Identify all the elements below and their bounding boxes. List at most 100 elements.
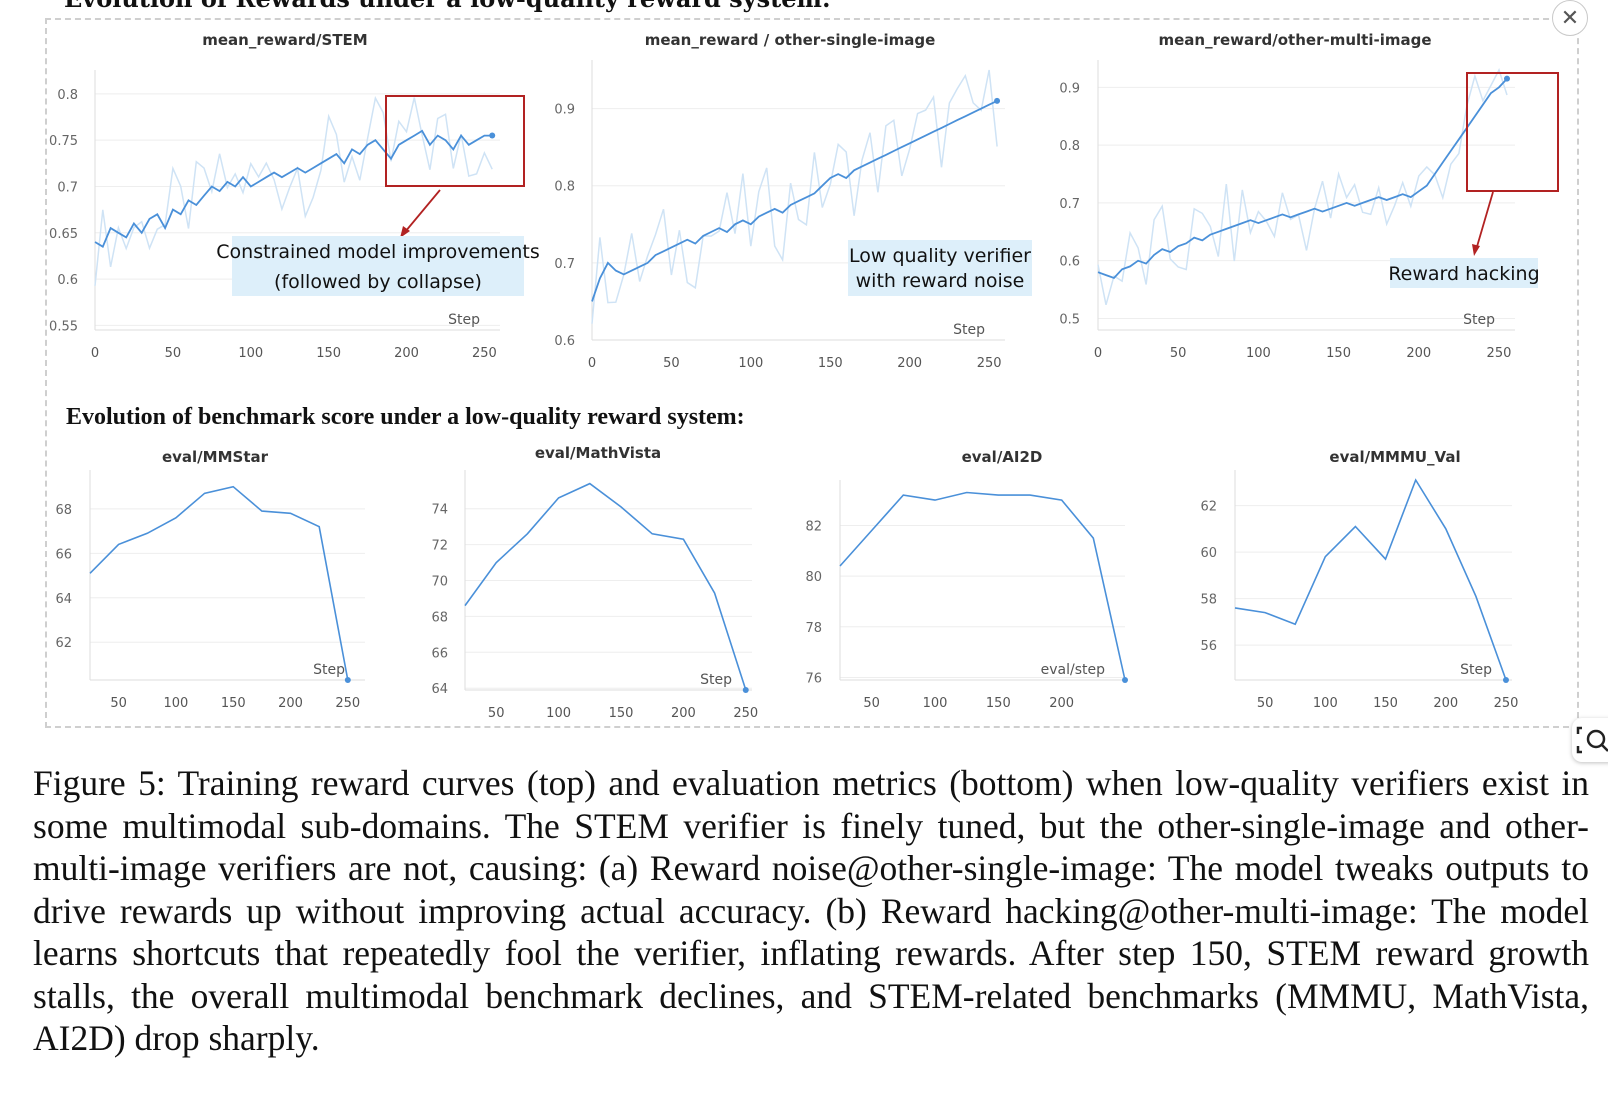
y-tick-label: 0.6 bbox=[1059, 255, 1080, 270]
x-tick-label: 100 bbox=[738, 356, 763, 371]
chart-title: eval/MMMU_Val bbox=[1329, 448, 1460, 466]
y-tick-label: 0.9 bbox=[1059, 81, 1080, 96]
x-tick-label: 250 bbox=[472, 346, 497, 361]
x-tick-label: 50 bbox=[663, 356, 680, 371]
annotation-arrow bbox=[404, 189, 441, 233]
x-tick-label: 50 bbox=[165, 346, 182, 361]
y-tick-label: 58 bbox=[1200, 593, 1217, 608]
chart-title: mean_reward / other-single-image bbox=[645, 31, 936, 49]
x-tick-label: 100 bbox=[164, 696, 189, 711]
x-tick-label: 50 bbox=[863, 696, 880, 711]
y-tick-label: 64 bbox=[431, 682, 448, 697]
annotation-box bbox=[1466, 72, 1559, 192]
x-axis-label: Step bbox=[700, 672, 732, 688]
rewards-heading: Evolution of Rewards under a low-quality… bbox=[64, 0, 831, 13]
chart-title: eval/AI2D bbox=[962, 448, 1043, 466]
y-tick-label: 0.8 bbox=[554, 180, 575, 195]
y-tick-label: 76 bbox=[805, 671, 822, 686]
series-line bbox=[1097, 78, 1508, 280]
annotation-label-bg bbox=[232, 236, 524, 296]
series-end-point bbox=[1503, 75, 1510, 82]
zoom-button[interactable] bbox=[1572, 718, 1608, 762]
y-tick-label: 80 bbox=[805, 570, 822, 585]
x-tick-label: 150 bbox=[609, 706, 634, 721]
series-end-point bbox=[1122, 677, 1128, 683]
x-tick-label: 250 bbox=[733, 706, 758, 721]
series-line bbox=[94, 129, 493, 249]
close-icon: ✕ bbox=[1560, 5, 1580, 31]
annotation-text: with reward noise bbox=[856, 270, 1025, 292]
y-tick-label: 70 bbox=[431, 575, 448, 590]
y-tick-label: 66 bbox=[431, 646, 448, 661]
y-tick-label: 0.6 bbox=[554, 334, 575, 349]
y-tick-label: 62 bbox=[55, 636, 72, 651]
x-tick-label: 0 bbox=[91, 346, 99, 361]
arrow-head bbox=[1472, 244, 1480, 256]
chart-title: mean_reward/other-multi-image bbox=[1158, 31, 1431, 49]
benchmark-heading: Evolution of benchmark score under a low… bbox=[66, 404, 745, 430]
y-tick-label: 82 bbox=[805, 519, 822, 534]
x-tick-label: 50 bbox=[1257, 696, 1274, 711]
y-tick-label: 78 bbox=[805, 621, 822, 636]
y-tick-label: 60 bbox=[1200, 546, 1217, 561]
annotation-text: (followed by collapse) bbox=[274, 271, 482, 293]
x-tick-label: 50 bbox=[110, 696, 127, 711]
y-tick-label: 72 bbox=[431, 539, 448, 554]
x-axis-label: Step bbox=[1463, 312, 1495, 328]
x-tick-label: 250 bbox=[335, 696, 360, 711]
x-axis-label: Step bbox=[313, 662, 345, 678]
y-tick-label: 66 bbox=[55, 547, 72, 562]
series-line bbox=[464, 482, 747, 691]
annotation-text: Constrained model improvements bbox=[216, 241, 539, 263]
y-tick-label: 0.75 bbox=[49, 134, 78, 149]
x-tick-label: 100 bbox=[1246, 346, 1271, 361]
x-tick-label: 150 bbox=[1326, 346, 1351, 361]
y-tick-label: 0.7 bbox=[554, 257, 575, 272]
close-button[interactable]: ✕ bbox=[1552, 0, 1588, 36]
x-tick-label: 100 bbox=[923, 696, 948, 711]
raw-series-line bbox=[94, 95, 493, 286]
annotation-text: Low quality verifier bbox=[849, 245, 1031, 267]
series-line bbox=[89, 485, 349, 681]
x-tick-label: 200 bbox=[671, 706, 696, 721]
series-line bbox=[839, 491, 1126, 681]
x-tick-label: 200 bbox=[394, 346, 419, 361]
zoom-search-icon bbox=[1576, 726, 1608, 754]
y-tick-label: 68 bbox=[431, 610, 448, 625]
x-tick-label: 50 bbox=[1170, 346, 1187, 361]
annotation-label-bg bbox=[848, 240, 1032, 296]
arrow-head bbox=[400, 226, 410, 238]
y-tick-label: 0.8 bbox=[1059, 139, 1080, 154]
x-tick-label: 200 bbox=[1433, 696, 1458, 711]
series-end-point bbox=[1502, 677, 1509, 683]
x-tick-label: 250 bbox=[1487, 346, 1512, 361]
y-tick-label: 0.8 bbox=[57, 88, 78, 103]
y-tick-label: 68 bbox=[55, 503, 72, 518]
y-tick-label: 0.5 bbox=[1059, 312, 1080, 327]
x-axis-label: Step bbox=[1460, 662, 1492, 678]
x-tick-label: 0 bbox=[588, 356, 596, 371]
x-axis-label: eval/step bbox=[1041, 662, 1105, 678]
x-tick-label: 200 bbox=[897, 356, 922, 371]
x-tick-label: 50 bbox=[488, 706, 505, 721]
x-tick-label: 250 bbox=[1494, 696, 1519, 711]
x-axis-label: Step bbox=[953, 322, 985, 338]
y-tick-label: 0.65 bbox=[49, 227, 78, 242]
raw-series-line bbox=[591, 69, 998, 324]
x-tick-label: 150 bbox=[818, 356, 843, 371]
y-tick-label: 0.55 bbox=[49, 319, 78, 334]
x-tick-label: 200 bbox=[1406, 346, 1431, 361]
annotation-label-bg bbox=[1390, 258, 1538, 288]
annotation-text: Reward hacking bbox=[1388, 263, 1539, 285]
y-tick-label: 56 bbox=[1200, 639, 1217, 654]
chart-title: mean_reward/STEM bbox=[202, 31, 367, 49]
x-tick-label: 200 bbox=[1049, 696, 1074, 711]
series-end-point bbox=[742, 687, 749, 693]
raw-series-line bbox=[1097, 68, 1508, 306]
x-tick-label: 100 bbox=[546, 706, 571, 721]
x-tick-label: 200 bbox=[278, 696, 303, 711]
y-tick-label: 0.7 bbox=[57, 180, 78, 195]
x-tick-label: 100 bbox=[238, 346, 263, 361]
figure-caption: Figure 5: Training reward curves (top) a… bbox=[33, 763, 1589, 1058]
series-end-point bbox=[994, 97, 1001, 104]
